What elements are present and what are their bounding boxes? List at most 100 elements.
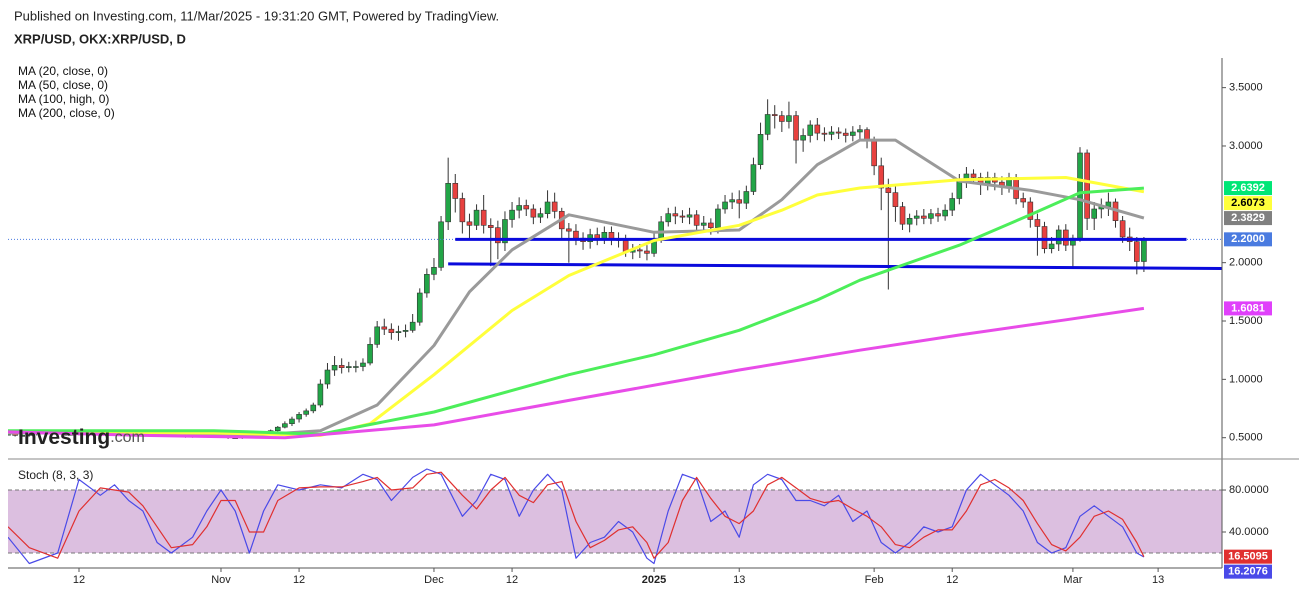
watermark: Investing.com <box>18 426 145 449</box>
candle-body <box>1077 152 1083 239</box>
candle-body <box>935 213 941 217</box>
candle-body <box>537 213 544 218</box>
candle-body <box>473 209 480 226</box>
x-tick-label: 12 <box>73 574 85 586</box>
candle-body <box>402 330 409 332</box>
candle-body <box>821 132 828 135</box>
candle-body <box>516 205 522 211</box>
candle-body <box>388 328 395 333</box>
candle-body <box>523 205 530 210</box>
candle-body <box>495 227 501 244</box>
overlay: MA (20, close, 0)MA (50, close, 0)MA (10… <box>18 64 1272 586</box>
candle-body <box>885 187 892 193</box>
candle-body <box>452 183 459 199</box>
candle-body <box>750 164 757 192</box>
candle-body <box>566 228 572 232</box>
x-tick-label: 12 <box>293 574 305 586</box>
candle-body <box>487 225 494 228</box>
candle-body <box>1048 243 1055 249</box>
candle-body <box>786 115 792 122</box>
candle-body <box>771 114 778 116</box>
candle-body <box>793 115 799 141</box>
candle-body <box>686 214 693 218</box>
candle-body <box>480 209 487 226</box>
candle-body <box>502 219 508 244</box>
candle-body <box>644 250 650 254</box>
candle-body <box>814 124 821 134</box>
candle-body <box>871 139 877 167</box>
candle-body <box>956 180 963 199</box>
candle-body <box>19 435 25 437</box>
value-tag-label: 2.2000 <box>1231 233 1265 245</box>
candle-body <box>424 274 430 294</box>
y-tick-label: 1.5000 <box>1229 315 1263 327</box>
candle-body <box>892 192 899 207</box>
x-tick-label: 2025 <box>642 574 666 586</box>
candle-body <box>949 198 956 211</box>
candle-body <box>1141 239 1147 262</box>
value-tag <box>1224 564 1272 579</box>
x-tick-label: 12 <box>946 574 958 586</box>
x-tick-label: Nov <box>211 574 231 586</box>
candle-body <box>708 222 714 228</box>
x-tick-label: 13 <box>1152 574 1164 586</box>
candle-body <box>722 201 728 210</box>
candle-body <box>416 292 423 323</box>
candle-body <box>637 249 643 252</box>
value-tag-label: 16.2076 <box>1228 566 1268 578</box>
price-pane <box>8 99 1222 440</box>
series-line <box>8 471 1145 559</box>
stoch-title: Stoch (8, 3, 3) <box>18 468 93 482</box>
value-tag <box>1224 196 1272 211</box>
candle-body <box>282 423 288 428</box>
candle-body <box>878 165 885 189</box>
candle-body <box>800 135 806 141</box>
value-tag <box>1224 301 1272 316</box>
candle-body <box>544 201 551 214</box>
candle-body <box>459 198 466 223</box>
value-tag-label: 2.6392 <box>1231 182 1265 194</box>
candle-body <box>736 199 743 204</box>
legend-entry: MA (20, close, 0) <box>18 64 108 78</box>
candle-body <box>672 213 679 217</box>
candle-body <box>573 230 579 239</box>
candle-body <box>289 418 295 424</box>
stoch-band <box>8 490 1222 553</box>
symbol-title: XRP/USD, OKX:XRP/USD, D <box>14 31 186 46</box>
candle-body <box>1091 208 1098 219</box>
candle-body <box>431 267 437 275</box>
candle-body <box>970 173 977 178</box>
y-tick-label: 0.5000 <box>1229 432 1263 444</box>
candle-body <box>835 131 842 134</box>
candle-body <box>395 331 402 333</box>
published-note: Published on Investing.com, 11/Mar/2025 … <box>14 8 499 23</box>
candle-body <box>942 209 948 217</box>
watermark-suffix: .com <box>110 429 145 446</box>
candle-body <box>367 344 373 364</box>
candle-body <box>466 221 473 226</box>
y-tick-label: 1.0000 <box>1229 373 1263 385</box>
value-tag-label: 1.6081 <box>1231 302 1265 314</box>
candle-body <box>445 183 451 223</box>
candle-body <box>1020 198 1027 203</box>
legend-entry: MA (200, close, 0) <box>18 106 115 120</box>
candle-body <box>1055 229 1062 245</box>
stoch-pane <box>8 489 1222 554</box>
value-tag <box>1224 232 1272 247</box>
candle-body <box>296 414 302 420</box>
candle-body <box>345 366 352 368</box>
y-tick-label: 3.5000 <box>1229 82 1263 94</box>
candle-body <box>381 326 388 330</box>
value-tag-label: 2.3829 <box>1231 212 1265 224</box>
legend-entry: MA (100, high, 0) <box>18 92 109 106</box>
candle-body <box>729 199 735 203</box>
candle-body <box>331 365 338 371</box>
candle-body <box>921 215 927 219</box>
candle-body <box>779 115 785 122</box>
candle-body <box>530 208 537 218</box>
candle-body <box>338 365 345 368</box>
candle-body <box>274 426 281 431</box>
candle-body <box>807 124 814 136</box>
candle-body <box>509 209 515 220</box>
candle-body <box>715 208 721 228</box>
